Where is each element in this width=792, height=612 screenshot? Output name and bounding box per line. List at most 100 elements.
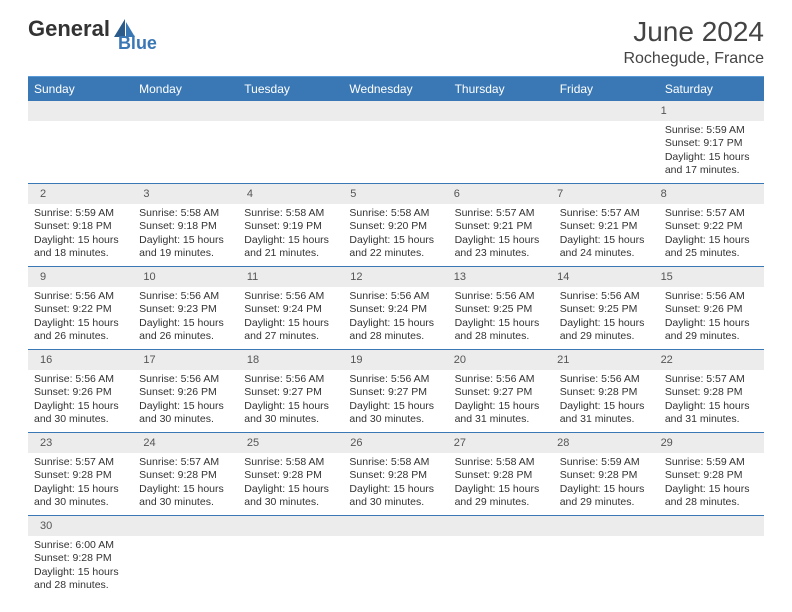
empty-cell [554,121,659,183]
sunset-line: Sunset: 9:18 PM [34,220,127,233]
day-number [551,518,654,534]
day-cell: Sunrise: 5:56 AMSunset: 9:25 PMDaylight:… [554,287,659,349]
daynum-row: 2345678 [28,184,764,204]
day-cell: Sunrise: 6:00 AMSunset: 9:28 PMDaylight:… [28,536,133,598]
daylight-line-2: and 30 minutes. [349,496,442,509]
day-number: 3 [137,186,240,202]
day-number: 26 [344,435,447,451]
day-number [137,518,240,534]
daylight-line-2: and 28 minutes. [34,579,127,592]
day-cell: Sunrise: 5:56 AMSunset: 9:27 PMDaylight:… [449,370,554,432]
day-number: 20 [448,352,551,368]
day-cell: Sunrise: 5:56 AMSunset: 9:22 PMDaylight:… [28,287,133,349]
day-number: 23 [34,435,137,451]
week-row: Sunrise: 5:56 AMSunset: 9:22 PMDaylight:… [28,287,764,350]
month-title: June 2024 [623,16,764,48]
day-header-cell: Sunday [28,77,133,101]
daylight-line-1: Daylight: 15 hours [665,234,758,247]
daylight-line-1: Daylight: 15 hours [244,234,337,247]
day-number: 17 [137,352,240,368]
daylight-line-1: Daylight: 15 hours [560,400,653,413]
day-cell: Sunrise: 5:58 AMSunset: 9:19 PMDaylight:… [238,204,343,266]
daylight-line-2: and 28 minutes. [349,330,442,343]
daylight-line-1: Daylight: 15 hours [34,317,127,330]
sunrise-line: Sunrise: 5:56 AM [34,373,127,386]
daylight-line-2: and 29 minutes. [560,330,653,343]
week-row: Sunrise: 5:59 AMSunset: 9:17 PMDaylight:… [28,121,764,184]
sunset-line: Sunset: 9:28 PM [560,469,653,482]
daylight-line-2: and 30 minutes. [244,496,337,509]
sunrise-line: Sunrise: 5:56 AM [455,373,548,386]
sunrise-line: Sunrise: 5:58 AM [244,207,337,220]
daylight-line-1: Daylight: 15 hours [349,317,442,330]
daylight-line-2: and 26 minutes. [34,330,127,343]
header: General Blue June 2024 Rochegude, France [0,0,792,76]
sunrise-line: Sunrise: 5:59 AM [665,124,758,137]
day-cell: Sunrise: 5:56 AMSunset: 9:26 PMDaylight:… [133,370,238,432]
day-number: 9 [34,269,137,285]
daylight-line-2: and 29 minutes. [665,330,758,343]
daylight-line-2: and 25 minutes. [665,247,758,260]
week-row: Sunrise: 5:57 AMSunset: 9:28 PMDaylight:… [28,453,764,516]
day-number: 29 [655,435,758,451]
sunset-line: Sunset: 9:26 PM [665,303,758,316]
sunrise-line: Sunrise: 5:56 AM [139,290,232,303]
daylight-line-2: and 30 minutes. [349,413,442,426]
sunset-line: Sunset: 9:28 PM [665,469,758,482]
day-cell: Sunrise: 5:58 AMSunset: 9:28 PMDaylight:… [238,453,343,515]
sunset-line: Sunset: 9:22 PM [34,303,127,316]
sunrise-line: Sunrise: 5:58 AM [139,207,232,220]
sunset-line: Sunset: 9:28 PM [244,469,337,482]
day-number: 5 [344,186,447,202]
day-cell: Sunrise: 5:57 AMSunset: 9:28 PMDaylight:… [28,453,133,515]
daylight-line-1: Daylight: 15 hours [34,566,127,579]
daylight-line-1: Daylight: 15 hours [244,317,337,330]
daylight-line-2: and 28 minutes. [455,330,548,343]
daylight-line-1: Daylight: 15 hours [560,234,653,247]
daylight-line-2: and 17 minutes. [665,164,758,177]
day-cell: Sunrise: 5:56 AMSunset: 9:25 PMDaylight:… [449,287,554,349]
day-number [344,103,447,119]
sunrise-line: Sunrise: 5:57 AM [34,456,127,469]
day-header-cell: Thursday [449,77,554,101]
location: Rochegude, France [623,50,764,68]
sunset-line: Sunset: 9:20 PM [349,220,442,233]
daylight-line-1: Daylight: 15 hours [665,483,758,496]
daynum-row: 30 [28,516,764,536]
calendar: SundayMondayTuesdayWednesdayThursdayFrid… [28,76,764,598]
day-number [448,518,551,534]
sunrise-line: Sunrise: 5:56 AM [244,290,337,303]
sunrise-line: Sunrise: 5:56 AM [560,290,653,303]
daylight-line-2: and 22 minutes. [349,247,442,260]
daylight-line-2: and 30 minutes. [139,413,232,426]
empty-cell [449,121,554,183]
daylight-line-2: and 30 minutes. [34,413,127,426]
sunset-line: Sunset: 9:27 PM [455,386,548,399]
daylight-line-2: and 31 minutes. [455,413,548,426]
daynum-row: 23242526272829 [28,433,764,453]
sunset-line: Sunset: 9:28 PM [34,552,127,565]
sunset-line: Sunset: 9:28 PM [665,386,758,399]
day-cell: Sunrise: 5:56 AMSunset: 9:23 PMDaylight:… [133,287,238,349]
day-cell: Sunrise: 5:59 AMSunset: 9:17 PMDaylight:… [659,121,764,183]
day-number [34,103,137,119]
daylight-line-2: and 18 minutes. [34,247,127,260]
empty-cell [449,536,554,598]
sunrise-line: Sunrise: 5:58 AM [349,207,442,220]
daylight-line-1: Daylight: 15 hours [139,400,232,413]
daylight-line-1: Daylight: 15 hours [244,483,337,496]
daylight-line-1: Daylight: 15 hours [455,400,548,413]
sunset-line: Sunset: 9:28 PM [455,469,548,482]
empty-cell [659,536,764,598]
day-number [344,518,447,534]
day-cell: Sunrise: 5:56 AMSunset: 9:27 PMDaylight:… [238,370,343,432]
day-number: 2 [34,186,137,202]
day-number: 1 [655,103,758,119]
sunrise-line: Sunrise: 5:59 AM [34,207,127,220]
day-number: 21 [551,352,654,368]
day-number: 16 [34,352,137,368]
daylight-line-2: and 21 minutes. [244,247,337,260]
empty-cell [28,121,133,183]
day-cell: Sunrise: 5:57 AMSunset: 9:22 PMDaylight:… [659,204,764,266]
daylight-line-1: Daylight: 15 hours [455,483,548,496]
